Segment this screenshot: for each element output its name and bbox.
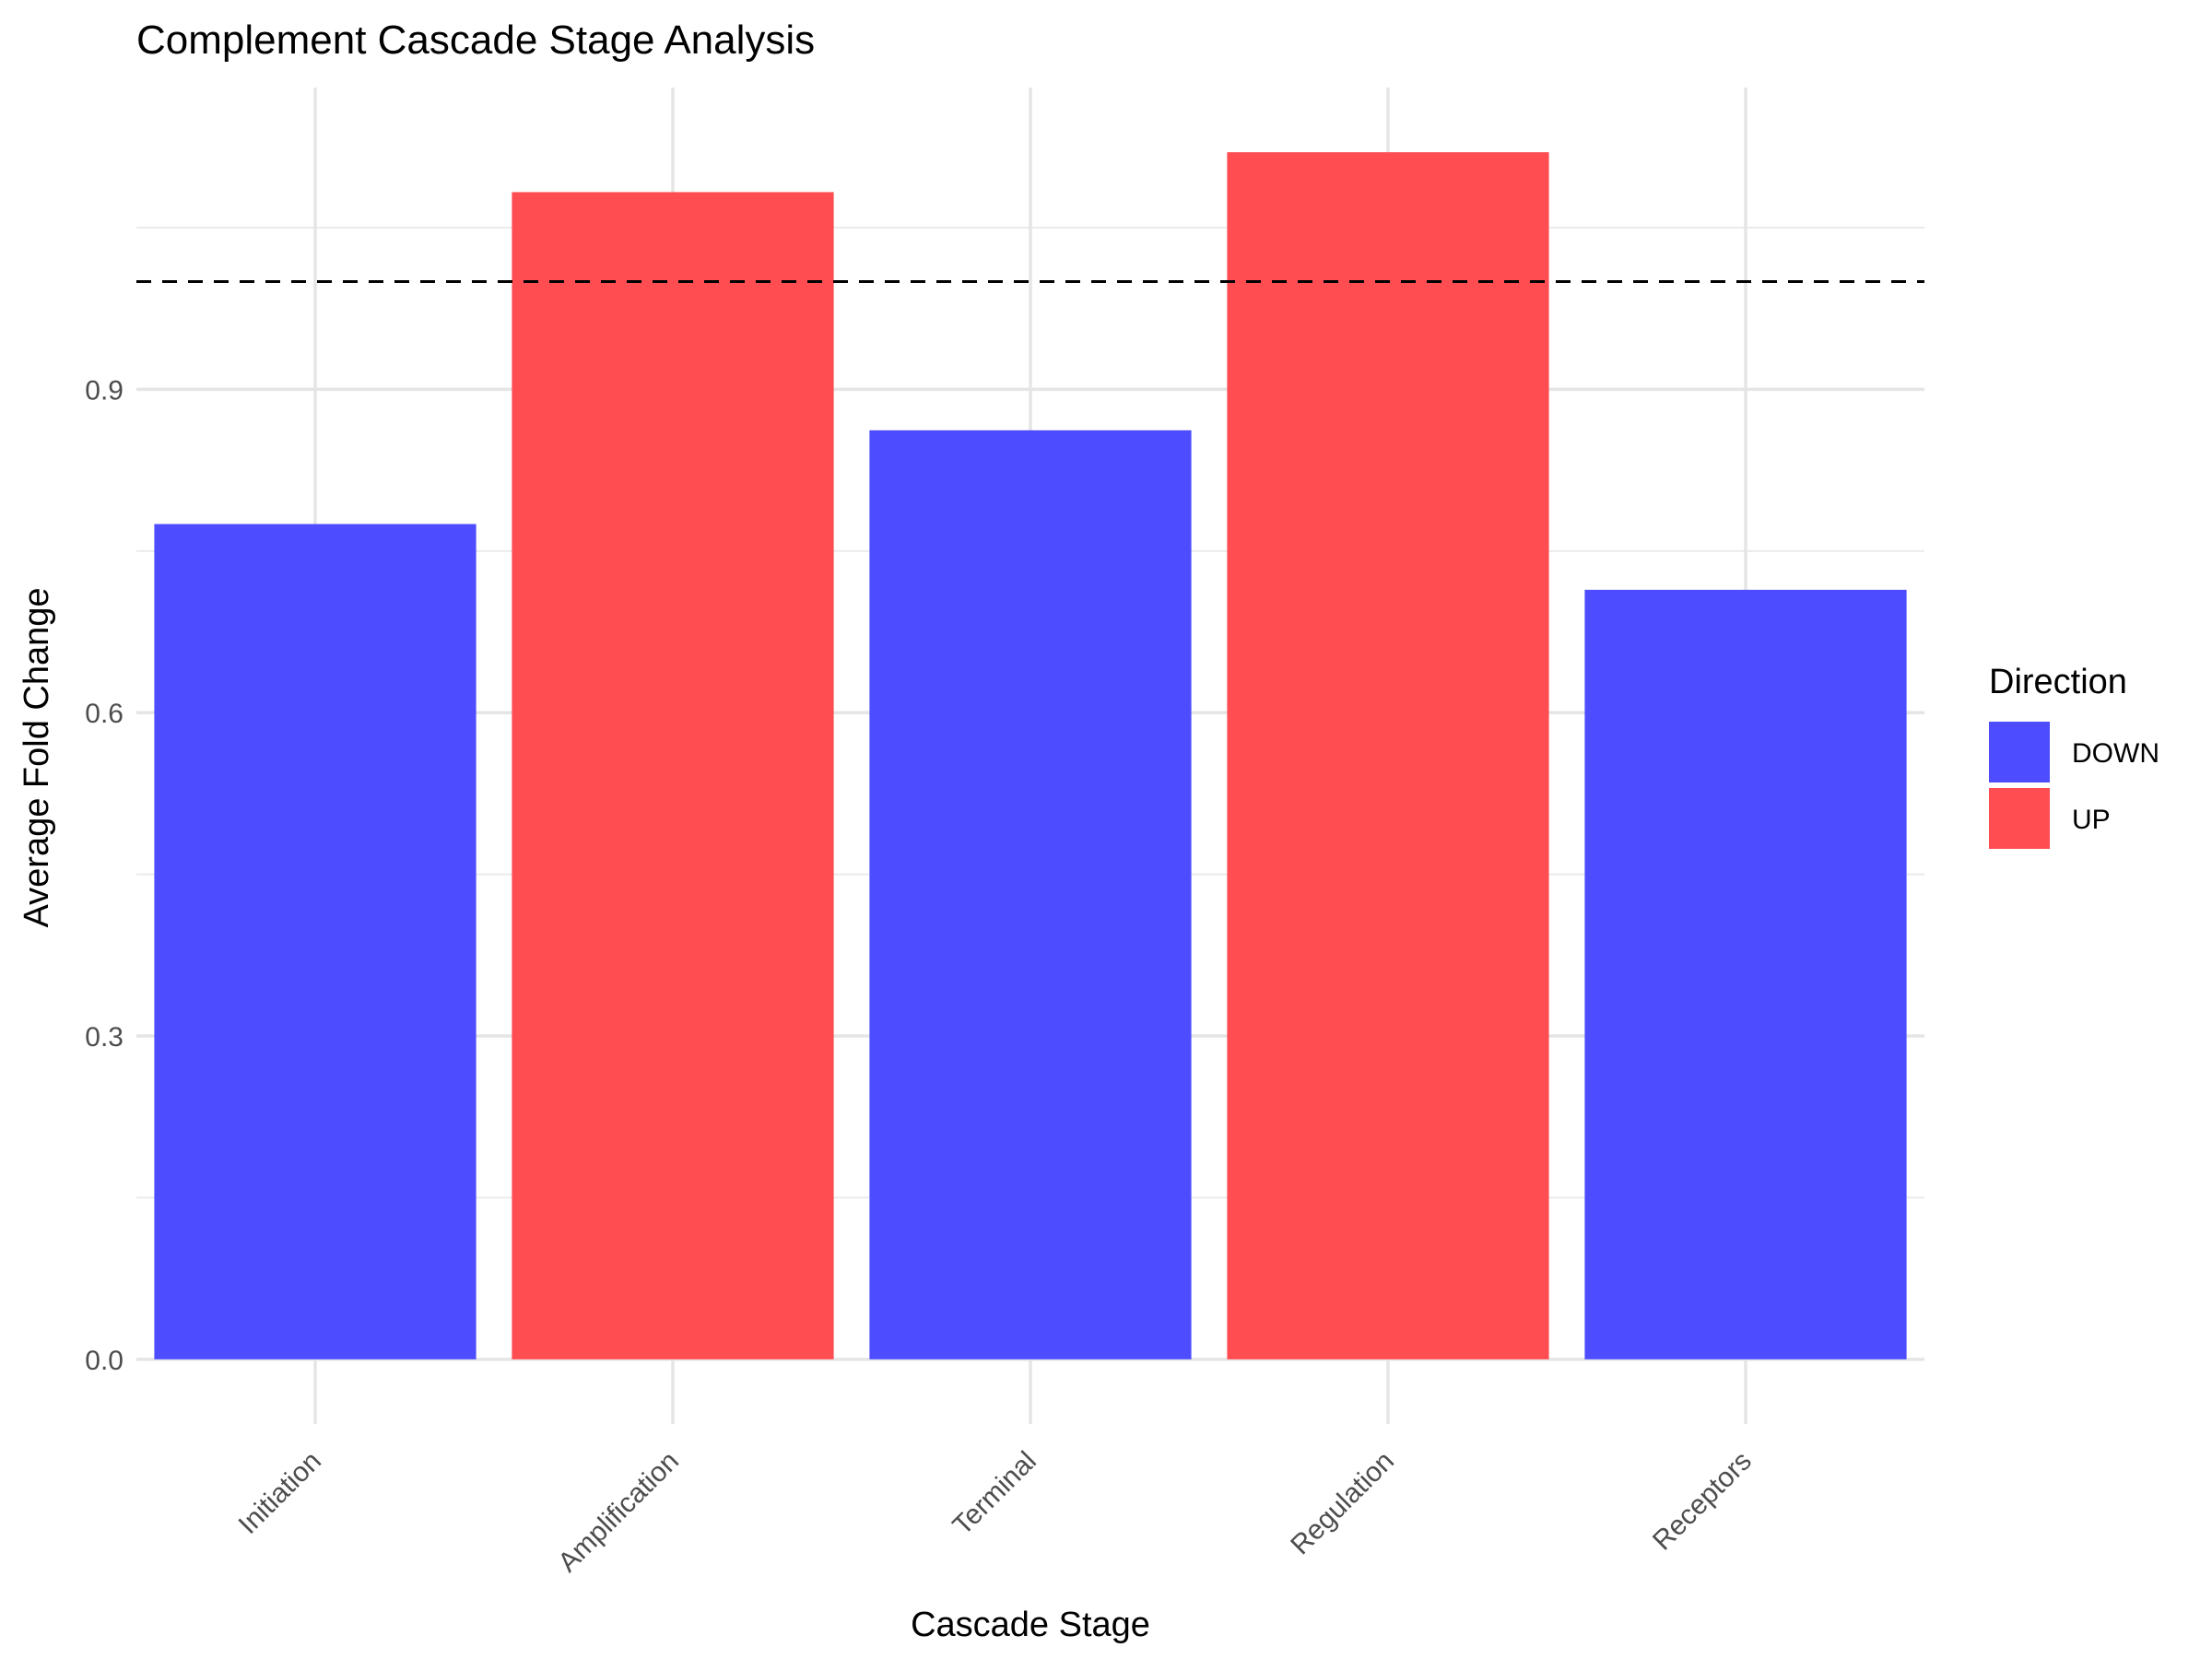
x-axis-label: Cascade Stage — [911, 1606, 1150, 1644]
legend-label-up: UP — [2072, 805, 2111, 835]
bar-terminal — [869, 429, 1192, 1359]
bar-receptors — [1584, 589, 1907, 1359]
bar-regulation — [1227, 152, 1549, 1359]
x-tick-label: Amplification — [552, 1446, 685, 1579]
x-tick-label: Initiation — [233, 1446, 327, 1540]
legend-key-down — [1989, 722, 2050, 782]
legend-title: Direction — [1989, 663, 2127, 701]
x-tick-label: Terminal — [947, 1446, 1042, 1542]
bars — [154, 152, 1907, 1359]
x-axis-ticks: Initiation Amplification Terminal Regulatio… — [233, 1446, 1758, 1579]
x-tick-label: Receptors — [1647, 1446, 1758, 1557]
x-tick-label: Regulation — [1285, 1446, 1400, 1561]
bar-amplification — [512, 192, 834, 1359]
chart-title: Complement Cascade Stage Analysis — [136, 18, 815, 63]
y-tick-label: 0.3 — [85, 1022, 124, 1053]
y-tick-label: 0.9 — [85, 375, 124, 406]
legend: Direction DOWN UP — [1989, 663, 2159, 849]
legend-key-up — [1989, 788, 2050, 849]
y-axis-label: Average Fold Change — [18, 588, 56, 928]
bar-initiation — [154, 524, 477, 1359]
y-tick-label: 0.0 — [85, 1346, 124, 1376]
y-tick-label: 0.6 — [85, 699, 124, 729]
y-axis-ticks: 0.0 0.3 0.6 0.9 — [85, 375, 124, 1375]
legend-label-down: DOWN — [2072, 738, 2159, 769]
